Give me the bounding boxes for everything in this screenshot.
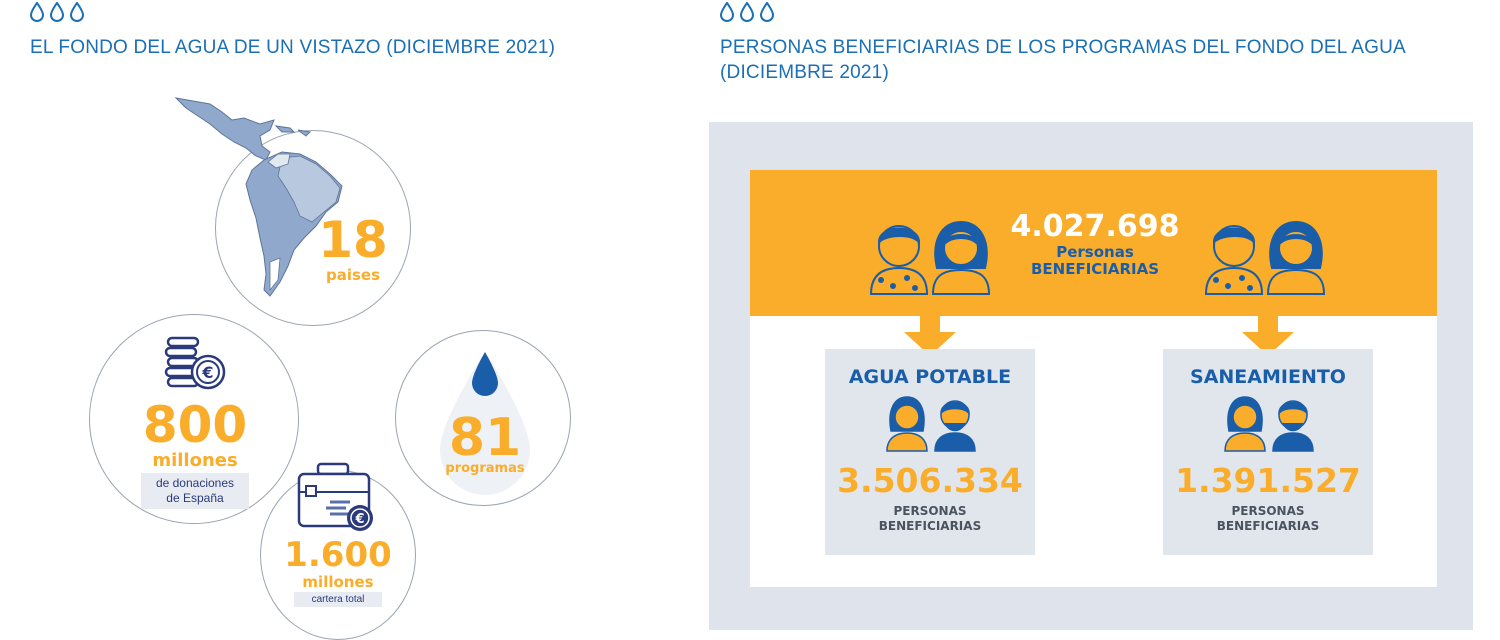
euro-coins-icon: €	[164, 336, 226, 390]
countries-label: paises	[325, 266, 381, 284]
svg-text:€: €	[201, 363, 213, 382]
donations-note-box: de donaciones de España	[141, 473, 249, 509]
people-couple-icon	[1224, 396, 1314, 452]
water-drop-icon	[440, 352, 530, 495]
donations-label: millones	[152, 450, 238, 471]
sanitation-label-line1: PERSONAS	[1231, 504, 1305, 518]
total-label-line1: Personas	[1056, 243, 1134, 261]
portfolio-value: 1.600	[284, 535, 392, 575]
right-title-line1: PERSONAS BENEFICIARIAS DE LOS PROGRAMAS …	[720, 37, 1406, 58]
water-drops-icon	[30, 2, 84, 22]
right-title-line2: (DICIEMBRE 2021)	[720, 62, 889, 83]
people-couple-icon	[886, 396, 976, 452]
donations-note-line1: de donaciones	[155, 476, 235, 490]
sanitation-title: SANEAMIENTO	[1190, 366, 1346, 388]
donations-value: 800	[142, 396, 248, 454]
down-arrow-icon	[1242, 314, 1294, 356]
people-couple-icon	[869, 220, 991, 295]
donations-note-line2: de España	[166, 491, 224, 505]
water-drops-icon	[720, 2, 774, 22]
drinking-water-card: AGUA POTABLE 3.506.334 PERSONAS BENEFICI…	[825, 349, 1035, 555]
programs-value: 81	[448, 408, 522, 468]
svg-text:€: €	[354, 512, 364, 527]
total-value: 4.027.698	[1010, 209, 1180, 244]
countries-value: 18	[318, 211, 388, 269]
sanitation-label-line2: BENEFICIARIAS	[1216, 519, 1320, 533]
down-arrow-icon	[904, 314, 956, 356]
right-section-title: PERSONAS BENEFICIARIAS DE LOS PROGRAMAS …	[720, 35, 1406, 85]
drinking-water-label-line1: PERSONAS	[893, 504, 967, 518]
drinking-water-label-line2: BENEFICIARIAS	[878, 519, 982, 533]
latin-america-map-icon	[174, 97, 343, 297]
drinking-water-value: 3.506.334	[837, 461, 1023, 500]
euro-briefcase-icon: €	[297, 462, 373, 531]
programs-label: programas	[445, 461, 525, 476]
portfolio-note: cartera total	[294, 592, 382, 607]
portfolio-label: millones	[302, 573, 374, 591]
left-section-title: EL FONDO DEL AGUA DE UN VISTAZO (DICIEMB…	[30, 37, 556, 58]
sanitation-value: 1.391.527	[1175, 461, 1361, 500]
people-couple-icon	[1204, 220, 1326, 295]
total-label-line2: BENEFICIARIAS	[1030, 260, 1160, 278]
drinking-water-title: AGUA POTABLE	[848, 366, 1012, 388]
sanitation-card: SANEAMIENTO 1.391.527 PERSONAS BENEFICIA…	[1163, 349, 1373, 555]
